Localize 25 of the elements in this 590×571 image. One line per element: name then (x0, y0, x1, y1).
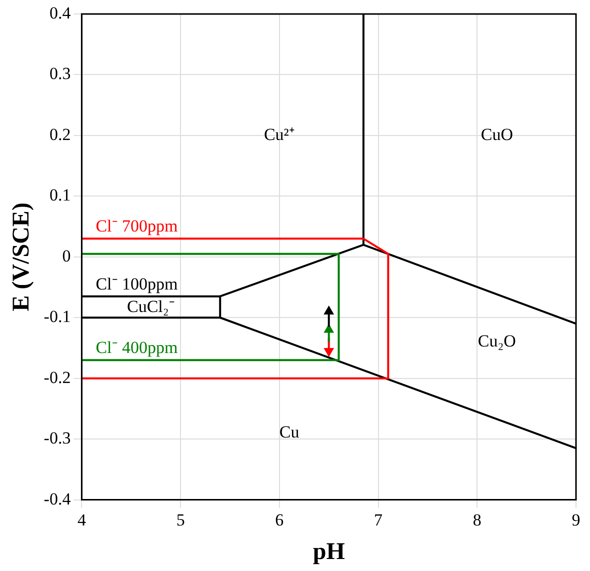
y-tick-label: -0.2 (44, 368, 71, 387)
y-tick-label: -0.1 (44, 307, 71, 326)
x-tick-label: 8 (472, 510, 482, 530)
annotation: CuCl₂⁻ (127, 296, 175, 316)
y-tick-label: 0.3 (49, 64, 71, 84)
x-axis-title: pH (312, 538, 346, 565)
y-tick-label: -0.4 (44, 489, 72, 508)
y-tick-label: 0.2 (49, 124, 71, 144)
y-tick-label: 0.1 (49, 186, 71, 205)
x-tick-label: 9 (572, 510, 580, 530)
annotation: Cu (279, 422, 300, 442)
y-tick-label: -0.3 (44, 428, 71, 448)
y-axis-title: E (V/SCE) (8, 202, 35, 312)
series-label: Cl⁻ 400ppm (96, 338, 178, 358)
y-tick-label: 0.4 (49, 3, 72, 22)
annotation: Cu₂O (478, 331, 516, 350)
annotation: CuO (480, 124, 513, 144)
x-tick-label: 6 (275, 510, 284, 530)
series-label: Cl⁻ 700ppm (96, 216, 178, 236)
x-tick-label: 4 (77, 510, 86, 530)
x-tick-label: 7 (374, 510, 384, 530)
x-tick-label: 5 (176, 510, 185, 530)
series-label: Cl⁻ 100ppm (96, 274, 178, 294)
annotation: Cu²⁺ (264, 124, 295, 144)
y-tick-label: 0 (62, 246, 71, 266)
